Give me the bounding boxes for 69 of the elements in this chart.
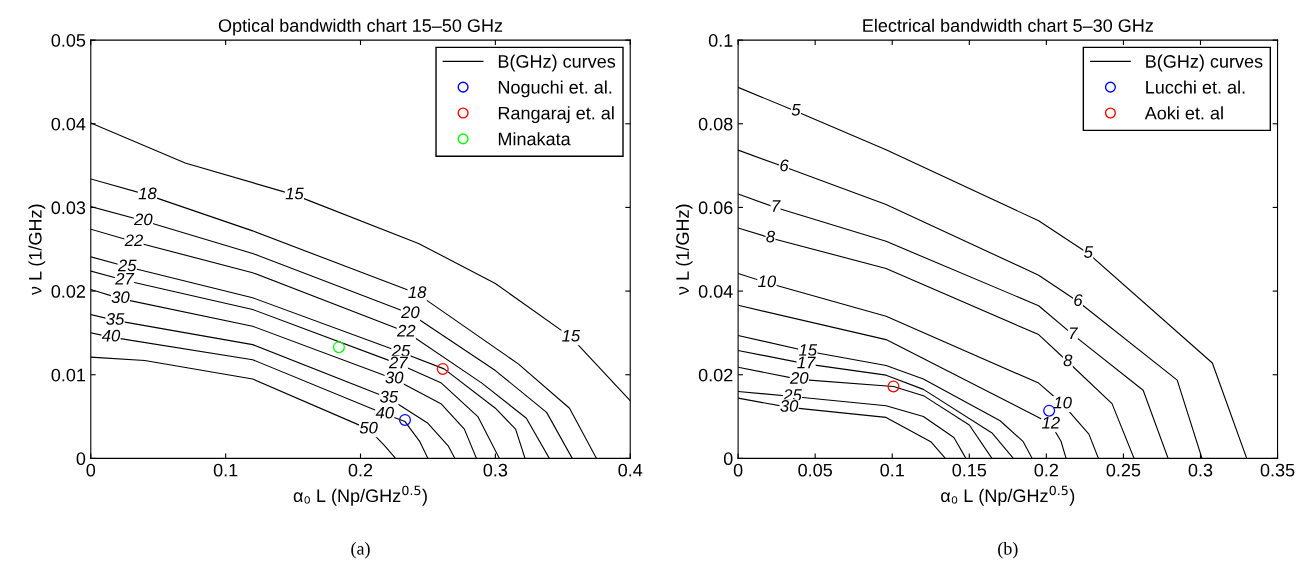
chart-title: Optical bandwidth chart 15–50 GHz xyxy=(218,18,503,36)
annotation: 27 xyxy=(115,272,135,285)
annotation: 20 xyxy=(789,372,809,384)
y-tick-label: 0 xyxy=(76,452,86,466)
x-tick-label: 0 xyxy=(733,463,743,477)
x-tick-label: 0.2 xyxy=(1034,463,1058,477)
annotation: 40 xyxy=(375,406,394,419)
annotation: 40 xyxy=(101,329,121,342)
text: (b) xyxy=(998,542,1018,559)
annotation: 22 xyxy=(124,234,143,247)
annotation: 15 xyxy=(798,344,818,356)
annotation: 18 xyxy=(138,187,157,200)
legend-label: Minakata xyxy=(498,132,571,146)
legend-label: Aoki et. al xyxy=(1144,106,1223,120)
x-tick-label: 0.1 xyxy=(880,463,904,477)
x-tick-label: 0.3 xyxy=(483,463,508,477)
legend-label: Rangaraj et. al xyxy=(498,106,614,124)
y-tick-label: 0.08 xyxy=(698,117,733,131)
y-tick-label: 0.04 xyxy=(51,117,86,131)
annotation: 30 xyxy=(385,371,404,384)
y-tick-label: 0.03 xyxy=(51,201,86,215)
y-tick-label: 0.02 xyxy=(51,285,86,298)
x-tick-label: 0 xyxy=(86,463,96,477)
x-tick-label: 0.3 xyxy=(1188,463,1213,477)
y-tick-label: 0.05 xyxy=(51,34,86,47)
y-axis-title: ν L (1/GHz) xyxy=(28,204,46,296)
legend-label: Noguchi et. al. xyxy=(498,80,612,98)
annotation: 35 xyxy=(379,390,399,403)
annotation: 12 xyxy=(1041,416,1060,429)
annotation: 27 xyxy=(388,356,409,369)
annotation: 20 xyxy=(134,213,153,226)
point xyxy=(436,362,449,375)
point xyxy=(887,380,900,393)
annotation: 35 xyxy=(106,313,125,325)
legend-label: B(GHz) curves xyxy=(1146,54,1263,72)
annotation: 30 xyxy=(111,291,130,304)
annotation: 20 xyxy=(401,306,420,319)
y-tick-label: 0.04 xyxy=(698,285,733,298)
text: (a) xyxy=(351,542,370,559)
legend-label: B(GHz) curves xyxy=(498,54,616,72)
x-tick-label: 0.1 xyxy=(213,463,238,477)
x-tick-label: 0.2 xyxy=(348,463,373,477)
x-tick-label: 0.4 xyxy=(618,463,643,477)
y-tick-label: 0.01 xyxy=(51,368,86,382)
x-axis-title: α₀ L (Np/GHz$^{0.5}$) xyxy=(293,485,427,506)
y-axis-title: ν L (1/GHz) xyxy=(675,204,693,296)
annotation: 18 xyxy=(408,286,427,299)
annotation: 22 xyxy=(396,324,416,337)
annotation: 10 xyxy=(1053,396,1072,409)
point xyxy=(332,341,345,354)
y-tick-label: 0 xyxy=(723,452,733,466)
x-axis-title: α₀ L (Np/GHz$^{0.5}$) xyxy=(941,485,1075,506)
point xyxy=(399,413,412,426)
y-tick-label: 0.02 xyxy=(698,368,733,382)
annotation: 30 xyxy=(780,400,799,412)
annotation: 15 xyxy=(562,329,581,342)
y-tick-label: 0.1 xyxy=(708,34,733,47)
x-tick-label: 0.35 xyxy=(1260,463,1295,477)
x-tick-label: 0.15 xyxy=(952,463,987,477)
annotation: 15 xyxy=(285,187,304,200)
annotation: 17 xyxy=(797,356,816,369)
x-tick-label: 0.25 xyxy=(1106,463,1141,477)
y-tick-label: 0.06 xyxy=(698,201,733,215)
chart-title: Electrical bandwidth chart 5–30 GHz xyxy=(863,18,1153,32)
annotation: 10 xyxy=(758,275,777,288)
legend-label: Lucchi et. al. xyxy=(1146,80,1245,94)
annotation: 50 xyxy=(359,421,378,434)
x-tick-label: 0.05 xyxy=(798,463,832,477)
annotation: 25 xyxy=(117,259,137,272)
